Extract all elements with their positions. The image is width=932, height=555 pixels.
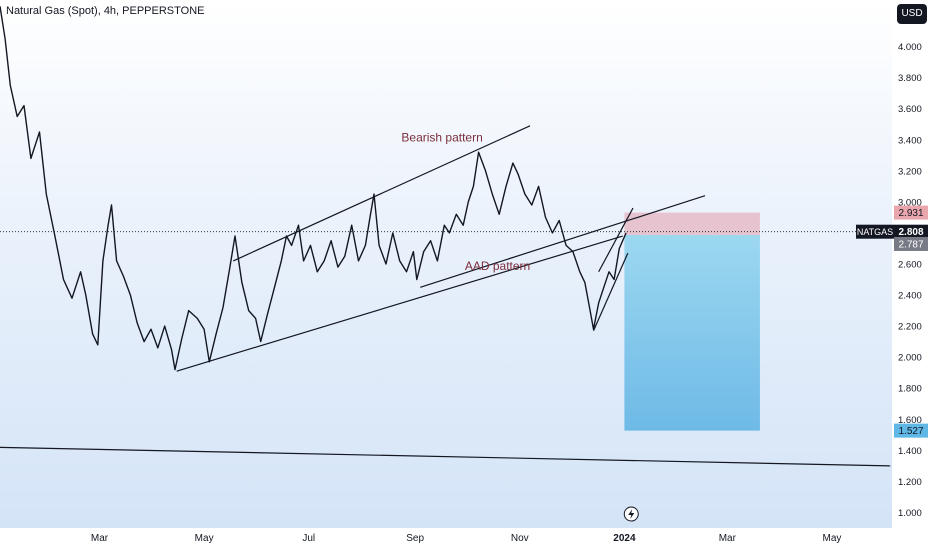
- currency-button[interactable]: USD: [897, 4, 927, 24]
- chart-header: Natural Gas (Spot), 4h, PEPPERSTONE: [6, 5, 204, 17]
- y-tick-label: 1.000: [898, 508, 922, 519]
- y-tick-label: 3.600: [898, 104, 922, 115]
- x-tick-label: May: [195, 533, 214, 544]
- y-tick-label: 3.000: [898, 197, 922, 208]
- price-tag-text: 2.931: [898, 208, 923, 219]
- trend-line[interactable]: [0, 446, 891, 467]
- trend-line[interactable]: [592, 252, 629, 332]
- trend-line[interactable]: [420, 195, 706, 288]
- symbol-title: Natural Gas (Spot), 4h, PEPPERSTONE: [6, 5, 205, 17]
- symbol-tag-text: NATGAS: [857, 227, 893, 237]
- chart-annotation: Bearish pattern: [401, 130, 482, 144]
- y-tick-label: 2.600: [898, 260, 922, 271]
- price-tag-text: 1.527: [898, 426, 923, 437]
- price-tag: [894, 205, 928, 220]
- trend-line[interactable]: [176, 235, 623, 372]
- x-tick-label: May: [823, 533, 842, 544]
- symbol-tag: [856, 224, 894, 239]
- y-tick-label: 4.000: [898, 42, 922, 53]
- y-tick-label: 3.800: [898, 73, 922, 84]
- y-tick-label: 3.400: [898, 135, 922, 146]
- stop-loss-zone[interactable]: [624, 212, 760, 235]
- take-profit-zone[interactable]: [624, 234, 760, 431]
- x-tick-label: Nov: [511, 533, 529, 544]
- current-price-tag-text: 2.808: [898, 227, 923, 238]
- price-tag: [894, 423, 928, 438]
- y-tick-label: 1.400: [898, 446, 922, 457]
- price-axis-background: [892, 0, 932, 528]
- y-tick-label: 1.800: [898, 384, 922, 395]
- y-tick-label: 2.400: [898, 291, 922, 302]
- chart-annotation: AAD pattern: [465, 259, 530, 273]
- trend-line[interactable]: [598, 207, 634, 273]
- y-tick-label: 1.600: [898, 415, 922, 426]
- y-tick-label: 2.200: [898, 322, 922, 333]
- x-tick-label: Mar: [719, 533, 737, 544]
- price-series-line: [0, 6, 627, 371]
- price-tag-text: 2.787: [898, 239, 923, 250]
- lightning-glyph: [628, 509, 635, 519]
- trend-line[interactable]: [233, 125, 531, 262]
- y-tick-label: 1.200: [898, 477, 922, 488]
- x-tick-label: Mar: [91, 533, 109, 544]
- time-axis-background: [0, 528, 932, 550]
- y-tick-label: 2.000: [898, 353, 922, 364]
- x-tick-label: Sep: [406, 533, 424, 544]
- x-tick-label: Jul: [302, 533, 315, 544]
- x-tick-label: 2024: [613, 533, 636, 544]
- price-tag: [894, 236, 928, 251]
- y-tick-label: 3.200: [898, 166, 922, 177]
